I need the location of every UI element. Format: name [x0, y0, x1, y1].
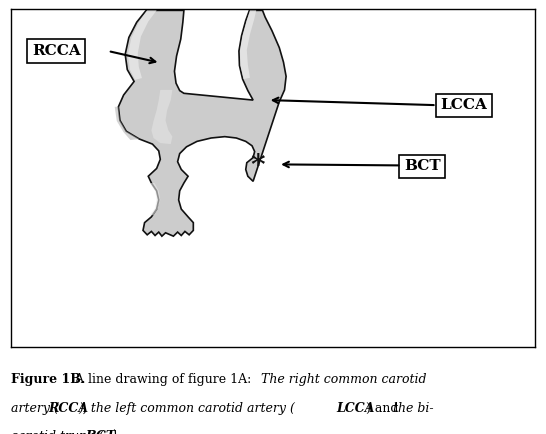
Text: ).: ).	[111, 430, 121, 434]
Polygon shape	[150, 183, 161, 215]
Text: A line drawing of figure 1A:: A line drawing of figure 1A:	[71, 373, 256, 386]
Text: ) and: ) and	[366, 402, 403, 415]
Text: The right common carotid: The right common carotid	[262, 373, 427, 386]
Text: ), the left common carotid artery (: ), the left common carotid artery (	[78, 402, 295, 415]
Text: LCCA: LCCA	[336, 402, 375, 415]
Polygon shape	[240, 10, 256, 79]
Text: carotid trunk (: carotid trunk (	[11, 430, 103, 434]
Text: BCT: BCT	[85, 430, 115, 434]
Polygon shape	[128, 10, 157, 80]
Text: RCCA: RCCA	[49, 402, 89, 415]
Text: BCT: BCT	[404, 159, 441, 173]
Polygon shape	[151, 90, 173, 144]
Text: LCCA: LCCA	[441, 98, 488, 112]
Text: the bi-: the bi-	[393, 402, 433, 415]
Polygon shape	[115, 107, 139, 140]
Text: *: *	[250, 153, 265, 180]
Text: Figure 1B.: Figure 1B.	[11, 373, 85, 386]
Text: artery (: artery (	[11, 402, 59, 415]
Polygon shape	[118, 10, 286, 236]
Text: RCCA: RCCA	[32, 44, 81, 58]
